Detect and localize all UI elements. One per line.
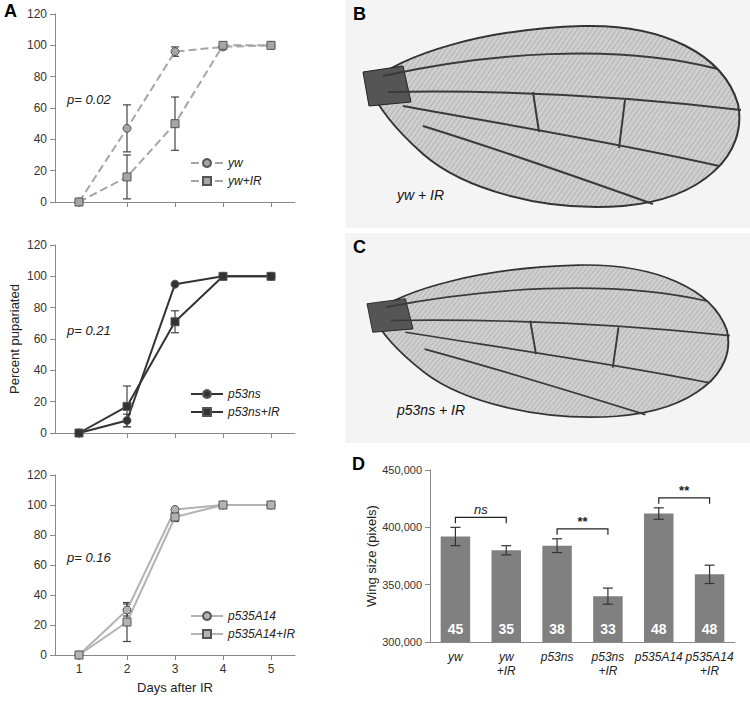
svg-text:yw+IR: yw+IR	[227, 174, 262, 188]
svg-text:2: 2	[124, 662, 131, 676]
svg-text:20: 20	[34, 395, 48, 409]
svg-text:120: 120	[27, 7, 47, 21]
svg-text:**: **	[577, 514, 588, 529]
svg-text:120: 120	[27, 238, 47, 252]
svg-text:Days after IR: Days after IR	[137, 680, 213, 695]
svg-text:p535A14: p535A14	[634, 650, 683, 664]
svg-text:45: 45	[448, 621, 464, 637]
svg-text:**: **	[679, 483, 690, 498]
svg-text:100: 100	[27, 269, 47, 283]
svg-text:80: 80	[34, 528, 48, 542]
svg-text:60: 60	[34, 332, 48, 346]
svg-text:B: B	[353, 4, 366, 24]
svg-text:0: 0	[40, 648, 47, 662]
svg-text:p535A14+IR: p535A14+IR	[227, 627, 295, 641]
svg-text:p53ns + IR: p53ns + IR	[396, 402, 465, 418]
svg-text:p= 0.02: p= 0.02	[66, 92, 112, 107]
svg-text:3: 3	[172, 662, 179, 676]
svg-text:350,000: 350,000	[382, 579, 422, 591]
svg-text:D: D	[352, 454, 365, 474]
svg-text:48: 48	[702, 621, 718, 637]
svg-text:p53ns: p53ns	[540, 650, 574, 664]
svg-text:p535A14: p535A14	[227, 609, 276, 623]
svg-text:80: 80	[34, 301, 48, 315]
svg-text:40: 40	[34, 363, 48, 377]
svg-text:yw: yw	[498, 650, 515, 664]
svg-text:+IR: +IR	[497, 664, 516, 678]
svg-text:60: 60	[34, 101, 48, 115]
svg-text:60: 60	[34, 558, 48, 572]
svg-text:p= 0.21: p= 0.21	[66, 323, 111, 338]
svg-text:p53ns+IR: p53ns+IR	[227, 405, 280, 419]
svg-text:yw + IR: yw + IR	[396, 187, 444, 203]
svg-text:A: A	[4, 1, 17, 21]
svg-text:120: 120	[27, 468, 47, 482]
svg-text:20: 20	[34, 164, 48, 178]
svg-text:+IR: +IR	[598, 664, 617, 678]
svg-text:yw: yw	[447, 650, 464, 664]
svg-text:450,000: 450,000	[382, 464, 422, 476]
svg-text:C: C	[353, 237, 366, 257]
svg-text:p53ns: p53ns	[227, 387, 261, 401]
svg-text:20: 20	[34, 618, 48, 632]
svg-text:33: 33	[600, 621, 616, 637]
svg-text:40: 40	[34, 588, 48, 602]
svg-text:100: 100	[27, 38, 47, 52]
svg-text:p535A14: p535A14	[685, 650, 734, 664]
svg-text:ns: ns	[474, 502, 488, 517]
svg-text:35: 35	[498, 621, 514, 637]
svg-text:38: 38	[549, 621, 565, 637]
svg-text:5: 5	[268, 662, 275, 676]
svg-text:0: 0	[40, 426, 47, 440]
svg-text:4: 4	[220, 662, 227, 676]
svg-text:p53ns: p53ns	[591, 650, 625, 664]
svg-text:300,000: 300,000	[382, 636, 422, 648]
svg-text:Percent pupariated: Percent pupariated	[7, 284, 22, 394]
svg-text:0: 0	[40, 195, 47, 209]
svg-text:40: 40	[34, 132, 48, 146]
svg-text:1: 1	[76, 662, 83, 676]
svg-text:yw: yw	[227, 156, 244, 170]
svg-text:400,000: 400,000	[382, 521, 422, 533]
svg-text:100: 100	[27, 498, 47, 512]
svg-text:80: 80	[34, 70, 48, 84]
svg-text:Wing size (pixels): Wing size (pixels)	[364, 505, 379, 607]
svg-text:+IR: +IR	[700, 664, 719, 678]
svg-text:48: 48	[651, 621, 667, 637]
svg-text:p= 0.16: p= 0.16	[66, 550, 112, 565]
